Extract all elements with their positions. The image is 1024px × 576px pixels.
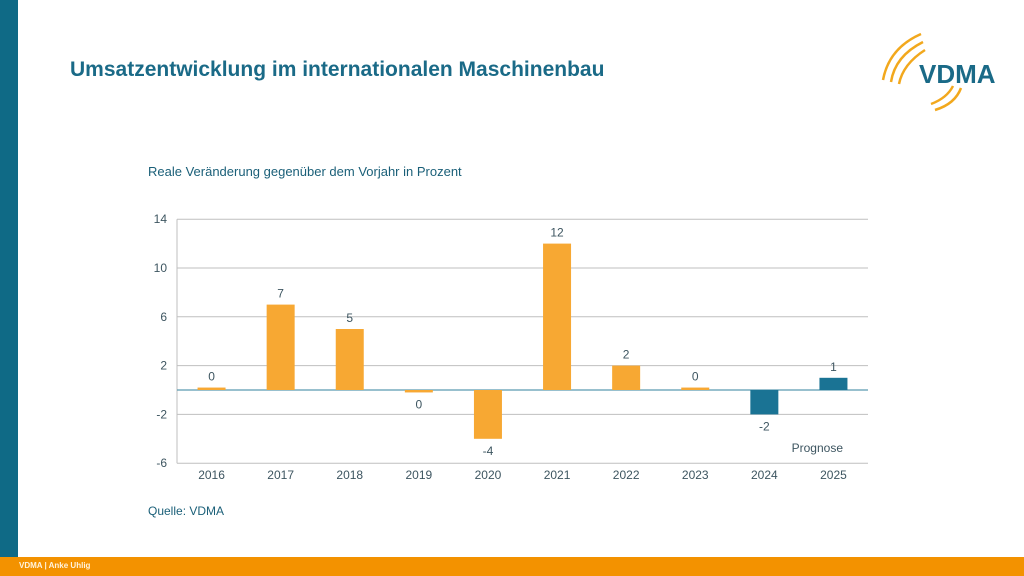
bar-2016 (197, 387, 226, 390)
data-label-2022: 2 (623, 348, 630, 362)
x-tick-label-2023: 2023 (682, 468, 709, 482)
bar-2025 (819, 377, 848, 390)
data-label-2024: -2 (759, 419, 770, 433)
y-tick-label: 2 (160, 359, 167, 373)
chart-subtitle: Reale Veränderung gegenüber dem Vorjahr … (148, 164, 462, 179)
bar-2023 (681, 387, 710, 390)
bar-2017 (266, 304, 295, 390)
bar-2020 (473, 390, 502, 439)
y-tick-label: 14 (154, 212, 168, 226)
left-accent-bar (0, 0, 18, 557)
data-label-2017: 7 (277, 287, 284, 301)
x-tick-label-2016: 2016 (198, 468, 225, 482)
bar-2024 (750, 390, 779, 415)
x-tick-label-2021: 2021 (544, 468, 571, 482)
vdma-logo: VDMA (875, 28, 1015, 118)
y-tick-label: 10 (154, 261, 168, 275)
page-title: Umsatzentwicklung im internationalen Mas… (70, 58, 605, 81)
bar-2021 (543, 243, 572, 390)
bar-2022 (612, 365, 641, 390)
footer-bar: VDMA | Anke Uhlig (0, 557, 1024, 576)
svg-text:VDMA: VDMA (919, 59, 996, 89)
bar-2018 (335, 329, 364, 390)
x-tick-label-2017: 2017 (267, 468, 294, 482)
data-label-2018: 5 (346, 311, 353, 325)
x-tick-label-2022: 2022 (613, 468, 640, 482)
data-label-2025: 1 (830, 360, 837, 374)
x-tick-label-2019: 2019 (405, 468, 432, 482)
x-tick-label-2025: 2025 (820, 468, 847, 482)
data-label-2021: 12 (550, 226, 564, 240)
x-tick-label-2020: 2020 (475, 468, 502, 482)
data-label-2020: -4 (483, 444, 494, 458)
x-tick-label-2018: 2018 (336, 468, 363, 482)
x-tick-label-2024: 2024 (751, 468, 778, 482)
data-label-2023: 0 (692, 370, 699, 384)
footer-text: VDMA | Anke Uhlig (19, 561, 91, 570)
y-tick-label: 6 (160, 310, 167, 324)
y-tick-label: -2 (156, 407, 167, 421)
chart-source: Quelle: VDMA (148, 504, 225, 518)
bar-2019 (404, 390, 433, 393)
data-label-2016: 0 (208, 370, 215, 384)
forecast-annotation: Prognose (792, 441, 844, 455)
data-label-2019: 0 (416, 397, 423, 411)
y-tick-label: -6 (156, 456, 167, 470)
